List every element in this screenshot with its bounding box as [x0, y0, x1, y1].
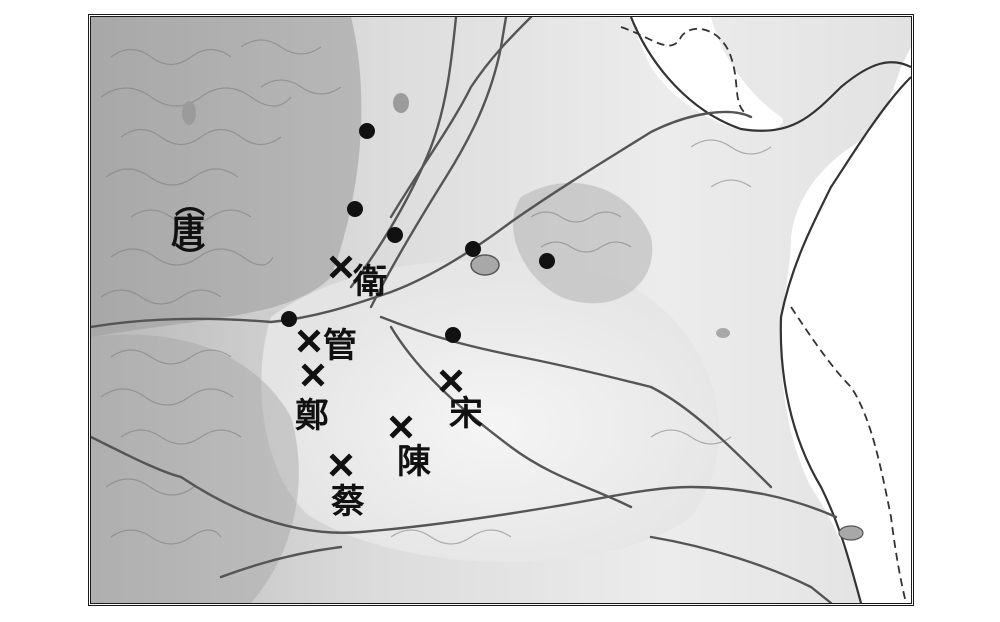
- place-label-wei: 衛: [353, 262, 387, 302]
- lake-north: [393, 93, 409, 113]
- west-tributary: [91, 435, 183, 479]
- lake-south: [838, 525, 864, 541]
- cross-marker-chen: [389, 415, 413, 439]
- tang-paren-open: ︵: [175, 186, 205, 221]
- place-label-cai: 蔡: [331, 482, 365, 522]
- far-north-river: [389, 17, 533, 219]
- place-label-guan: 管: [323, 326, 357, 366]
- northern-tributary: [369, 17, 508, 309]
- south-river-west: [219, 545, 343, 579]
- dot-marker-6: [281, 311, 297, 327]
- map-frame: ︵ 唐 ︶ 衛 管 鄭 宋 陳 蔡: [88, 14, 914, 606]
- cross-markers: [297, 255, 463, 477]
- place-label-tang: 唐: [171, 212, 205, 252]
- cross-marker-guan: [297, 329, 321, 353]
- lake-coastal: [716, 328, 730, 338]
- huai-river-north: [389, 325, 633, 509]
- tang-paren-close: ︶: [175, 242, 205, 277]
- northern-bay: [631, 17, 783, 132]
- huai-river: [179, 475, 838, 534]
- place-label-chen: 陳: [397, 442, 431, 482]
- southwest-mountains: [91, 334, 299, 603]
- dot-marker-7: [445, 327, 461, 343]
- western-mountains: [91, 17, 362, 337]
- ancient-coastline: [620, 26, 907, 603]
- place-label-song: 宋: [449, 394, 483, 434]
- yellow-river-north-branch: [349, 17, 458, 289]
- coastline: [629, 17, 911, 603]
- yellow-river-main: [91, 110, 753, 329]
- terrain-map: [91, 17, 911, 603]
- cross-marker-cai: [329, 453, 353, 477]
- cross-marker-song: [439, 369, 463, 393]
- cross-marker-wei: [329, 255, 353, 279]
- lake-west: [182, 101, 196, 125]
- central-plain: [261, 260, 720, 562]
- dot-marker-3: [387, 227, 403, 243]
- dot-marker-1: [359, 123, 375, 139]
- mountain-texture: [100, 39, 772, 545]
- dot-marker-4: [465, 241, 481, 257]
- dot-markers: [281, 123, 555, 343]
- dot-marker-5: [539, 253, 555, 269]
- eastern-hills: [513, 182, 653, 304]
- cross-marker-zheng: [301, 363, 325, 387]
- lake-daye: [470, 254, 500, 276]
- southern-river: [649, 535, 833, 603]
- dot-marker-2: [347, 201, 363, 217]
- place-label-zheng: 鄭: [295, 396, 329, 436]
